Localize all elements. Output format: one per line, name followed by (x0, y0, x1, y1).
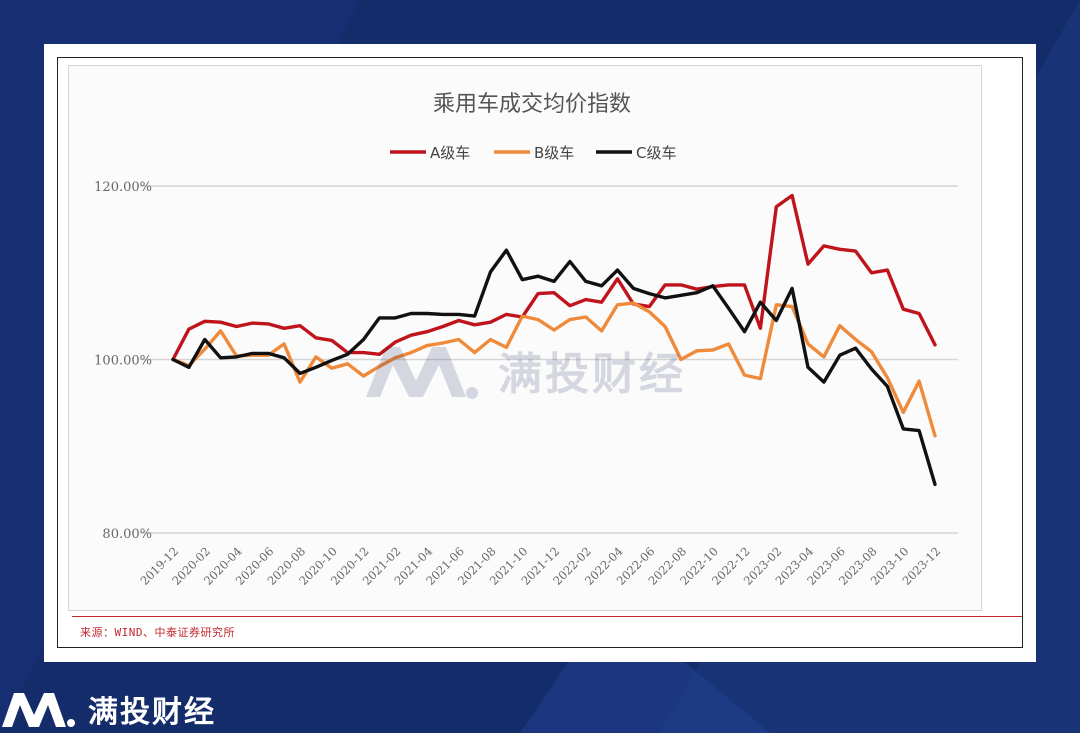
brand: 满投财经 (0, 687, 216, 731)
y-tick-label: 120.00% (94, 180, 152, 195)
watermark-logo-icon (366, 347, 478, 399)
chart-title: 乘用车成交均价指数 (433, 92, 631, 117)
source-divider (72, 616, 1022, 617)
legend-label: C级车 (636, 144, 676, 162)
brand-name: 满投财经 (88, 695, 216, 730)
series-lines (171, 193, 937, 487)
source-note: 来源：WIND、中泰证券研究所 (80, 626, 235, 639)
legend-label: B级车 (534, 144, 574, 162)
watermark: 满投财经 (360, 338, 686, 402)
grid-lines (140, 185, 958, 534)
brand-logo-icon (2, 693, 75, 727)
series-line (171, 248, 937, 487)
x-axis-labels: 2019-122020-022020-042020-062020-082020-… (137, 544, 943, 588)
watermark-text: 满投财经 (498, 349, 686, 400)
chart-area (68, 65, 982, 611)
legend-label: A级车 (430, 144, 470, 162)
y-tick-label: 80.00% (102, 527, 152, 542)
y-tick-label: 100.00% (94, 354, 152, 369)
series-line (171, 301, 937, 438)
series-line (171, 193, 937, 362)
legend: A级车 B级车 C级车 (390, 144, 676, 162)
y-axis-labels: 80.00% 100.00% 120.00% (94, 180, 152, 542)
